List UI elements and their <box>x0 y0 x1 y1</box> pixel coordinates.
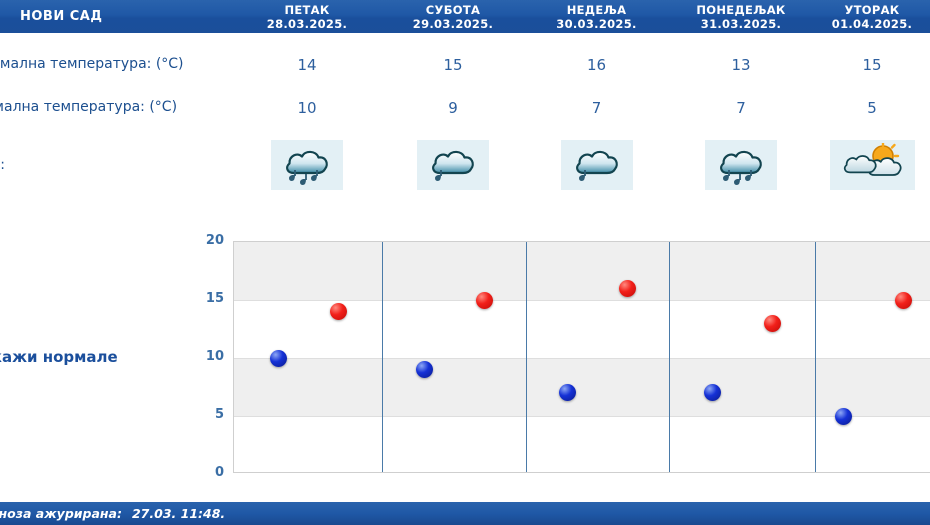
chart-dot-max-4 <box>763 314 781 332</box>
max-temp-value-5: 15 <box>862 56 882 74</box>
chart-dot-max-3 <box>619 279 636 297</box>
rain-cloud-icon <box>271 140 343 190</box>
chart-gridline <box>234 300 930 301</box>
day-name: НЕДЕЉА <box>566 3 627 17</box>
max-temperature-label: Максимална температура: (°C) <box>0 56 184 72</box>
day-date: 01.04.2025. <box>831 17 913 31</box>
chart-gridline <box>234 358 930 359</box>
chart-dot-min-4 <box>703 384 721 402</box>
chart-y-tick-20: 20 <box>205 233 224 248</box>
chart-band-1 <box>234 242 930 300</box>
day-name: УТОРАК <box>844 3 900 17</box>
chart-y-tick-10: 10 <box>205 349 224 364</box>
day-header-2: СУБОТА 29.03.2025. <box>378 3 528 31</box>
chart-dot-max-5 <box>894 291 912 309</box>
chart-day-separator-2 <box>526 242 527 472</box>
chart-plot-area <box>233 241 930 473</box>
min-temp-value-4: 7 <box>736 99 746 117</box>
min-temperature-label: Минимална температура: (°C) <box>0 99 178 115</box>
day-name: ПОНЕДЕЉАК <box>696 3 786 17</box>
day-date: 31.03.2025. <box>700 17 782 31</box>
chart-y-tick-15: 15 <box>205 291 224 306</box>
day-date: 29.03.2025. <box>412 17 494 31</box>
chart-dot-max-1 <box>329 303 347 321</box>
show-normals-link[interactable]: Прикажи нормале <box>0 348 118 366</box>
max-temp-value-2: 15 <box>443 56 463 74</box>
header-bar: НОВИ САД ПЕТАК 28.03.2025. СУБОТА 29.03.202… <box>0 0 930 34</box>
day-header-4: ПОНЕДЕЉАК 31.03.2025. <box>666 3 816 31</box>
max-temp-value-1: 14 <box>297 56 317 74</box>
forecast-updated-time: 27.03. 11:48. <box>131 506 226 521</box>
max-temp-value-4: 13 <box>731 56 751 74</box>
chart-day-separator-3 <box>669 242 670 472</box>
rain-cloud-icon <box>705 140 777 190</box>
day-header-1: ПЕТАК 28.03.2025. <box>232 3 382 31</box>
chart-day-separator-4 <box>815 242 816 472</box>
chart-y-tick-0: 0 <box>214 465 224 480</box>
sun-behind-clouds-icon <box>830 140 915 190</box>
chart-dot-min-2 <box>415 361 433 379</box>
max-temp-value-3: 16 <box>586 56 607 74</box>
light-rain-cloud-icon <box>560 140 633 190</box>
forecast-updated-label: Прогноза ажурирана: <box>0 506 122 521</box>
light-rain-cloud-icon <box>417 140 489 190</box>
chart-day-separator-1 <box>382 242 383 472</box>
temperature-chart: 0 5 10 15 20 <box>0 230 930 485</box>
chart-dot-max-2 <box>475 291 493 309</box>
day-name: ПЕТАК <box>284 3 330 17</box>
weather-label: Време: <box>0 157 5 173</box>
forecast-updated-text: Прогноза ажурирана: 27.03. 11:48. <box>0 506 225 521</box>
chart-dot-min-1 <box>269 349 287 367</box>
chart-dot-min-5 <box>834 407 852 425</box>
min-temp-value-1: 10 <box>297 99 317 117</box>
day-name: СУБОТА <box>425 3 481 17</box>
chart-dot-min-3 <box>559 384 576 402</box>
min-temp-value-2: 9 <box>448 99 458 117</box>
day-header-3: НЕДЕЉА 30.03.2025. <box>522 3 672 31</box>
day-date: 28.03.2025. <box>266 17 348 31</box>
day-date: 30.03.2025. <box>556 17 637 31</box>
status-bar: Прогноза ажурирана: 27.03. 11:48. <box>0 502 930 525</box>
chart-band-2 <box>234 358 930 416</box>
min-temp-value-3: 7 <box>591 99 602 117</box>
min-temp-value-5: 5 <box>867 99 877 117</box>
city-name: НОВИ САД <box>20 9 103 24</box>
chart-gridline <box>234 416 930 417</box>
chart-y-tick-5: 5 <box>214 407 224 422</box>
day-header-5: УТОРАК 01.04.2025. <box>797 3 930 31</box>
